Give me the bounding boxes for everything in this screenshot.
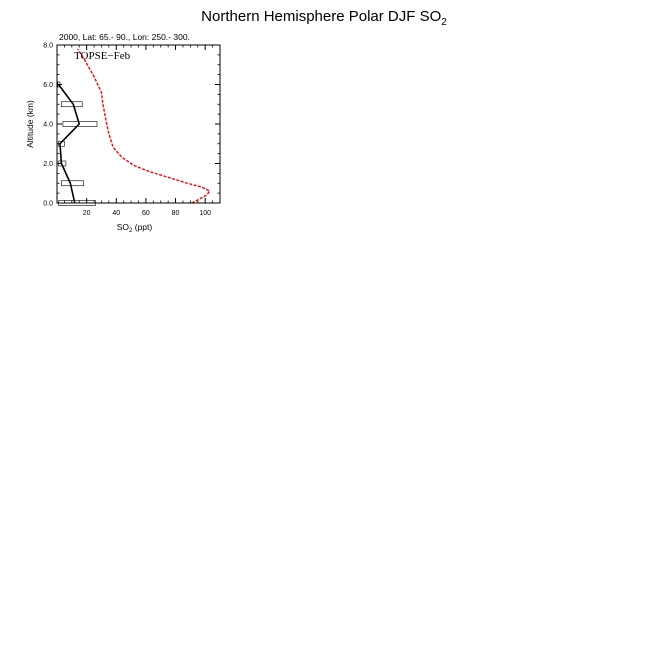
plot-frame (56, 44, 221, 204)
x-axis-label: SO2 (ppt) (117, 222, 153, 234)
error-boxes (57, 81, 98, 206)
y-tick-label: 8.0 (43, 43, 53, 50)
x-axis-label-main: SO (117, 222, 130, 232)
axis-ticks (57, 44, 220, 204)
axis-tick-labels: 20 40 60 80 100 0.0 2.0 4.0 6.0 8.0 (43, 43, 211, 218)
range-box (61, 180, 84, 187)
y-tick-label: 4.0 (43, 122, 53, 129)
x-axis-label-unit: (ppt) (132, 222, 152, 232)
x-axis-label-subscript: 2 (129, 228, 133, 234)
chart-title-text: Northern Hemisphere Polar DJF SO (201, 8, 442, 25)
chart-title: Northern Hemisphere Polar DJF SO2 (0, 8, 648, 28)
x-tick-label: 100 (199, 210, 211, 217)
range-box (62, 121, 98, 127)
y-tick-label: 2.0 (43, 161, 53, 168)
chart-annotation: TOPSE−Feb (74, 50, 131, 62)
x-tick-label: 80 (172, 210, 180, 217)
series-lines (57, 48, 211, 204)
y-tick-label: 6.0 (43, 82, 53, 89)
x-tick-label: 40 (112, 210, 120, 217)
chart-title-subscript: 2 (441, 17, 447, 28)
y-tick-label: 0.0 (43, 201, 53, 208)
y-axis-label: Altitude (km) (25, 100, 35, 148)
observation-profile-line (57, 84, 81, 204)
x-tick-label: 20 (83, 210, 91, 217)
x-tick-label: 60 (142, 210, 150, 217)
model-profile-line (77, 48, 211, 204)
chart-subtitle: 2000, Lat: 65.- 90., Lon: 250.- 300. (59, 32, 190, 42)
